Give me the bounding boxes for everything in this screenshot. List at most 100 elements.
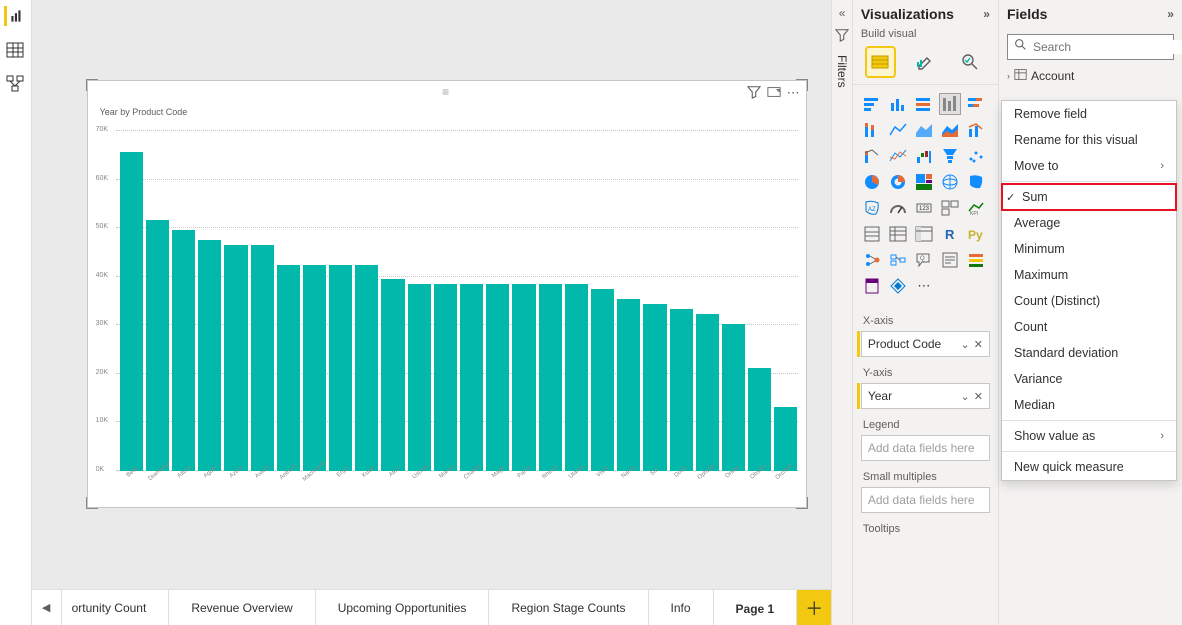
- page-tab[interactable]: Upcoming Opportunities: [316, 590, 490, 625]
- viz-type-icon[interactable]: Q: [913, 249, 935, 271]
- ctx-show-value-as[interactable]: Show value as›: [1002, 423, 1176, 449]
- ctx-average[interactable]: Average: [1002, 210, 1176, 236]
- viz-type-icon[interactable]: [913, 93, 935, 115]
- selection-handle[interactable]: [796, 497, 808, 509]
- viz-type-icon[interactable]: [965, 171, 987, 193]
- viz-type-icon[interactable]: [887, 275, 909, 297]
- chart-bar[interactable]: [696, 314, 719, 471]
- focus-mode-icon[interactable]: [767, 85, 781, 102]
- viz-type-icon[interactable]: [939, 119, 961, 141]
- viz-type-icon[interactable]: KPI: [965, 197, 987, 219]
- viz-type-icon[interactable]: Py: [965, 223, 987, 245]
- report-view-icon[interactable]: [4, 6, 24, 26]
- viz-type-icon[interactable]: [887, 223, 909, 245]
- ctx-count[interactable]: Count: [1002, 314, 1176, 340]
- chart-bar[interactable]: [303, 265, 326, 471]
- chart-bar[interactable]: [172, 230, 195, 471]
- expand-caret-icon[interactable]: ›: [1007, 71, 1010, 81]
- chart-bar[interactable]: [512, 284, 535, 471]
- ctx-remove-field[interactable]: Remove field: [1002, 101, 1176, 127]
- chart-bar[interactable]: [565, 284, 588, 471]
- viz-type-icon[interactable]: [939, 93, 961, 115]
- field-dropdown-icon[interactable]: ⌄: [961, 338, 970, 351]
- viz-type-icon[interactable]: 123: [913, 197, 935, 219]
- chart-bar[interactable]: [251, 245, 274, 471]
- field-dropdown-icon[interactable]: ⌄: [961, 390, 970, 403]
- chart-bar[interactable]: [460, 284, 483, 471]
- viz-type-icon[interactable]: [861, 93, 883, 115]
- chart-bar[interactable]: [722, 324, 745, 471]
- chart-bar[interactable]: [381, 279, 404, 471]
- viz-type-icon[interactable]: [887, 119, 909, 141]
- field-remove-icon[interactable]: ✕: [974, 338, 983, 351]
- chart-bar[interactable]: [617, 299, 640, 471]
- model-view-icon[interactable]: [5, 74, 25, 94]
- expand-filters-icon[interactable]: «: [839, 6, 846, 20]
- chart-bar[interactable]: [224, 245, 247, 471]
- add-page-button[interactable]: ＋: [797, 590, 831, 625]
- viz-type-icon[interactable]: [861, 249, 883, 271]
- field-remove-icon[interactable]: ✕: [974, 390, 983, 403]
- ctx-stddev[interactable]: Standard deviation: [1002, 340, 1176, 366]
- ctx-maximum[interactable]: Maximum: [1002, 262, 1176, 288]
- legend-field-well[interactable]: Add data fields here: [861, 435, 990, 461]
- ctx-minimum[interactable]: Minimum: [1002, 236, 1176, 262]
- chart-bar[interactable]: [591, 289, 614, 471]
- viz-type-icon[interactable]: [887, 197, 909, 219]
- collapse-viz-icon[interactable]: »: [983, 7, 990, 21]
- data-view-icon[interactable]: [5, 40, 25, 60]
- ctx-median[interactable]: Median: [1002, 392, 1176, 418]
- viz-type-icon[interactable]: R: [939, 223, 961, 245]
- chart-bar[interactable]: [670, 309, 693, 471]
- build-tab-format[interactable]: [912, 48, 939, 76]
- viz-type-icon[interactable]: [861, 119, 883, 141]
- fields-search-input[interactable]: [1033, 40, 1182, 54]
- page-tab[interactable]: Region Stage Counts: [489, 590, 648, 625]
- viz-type-icon[interactable]: [965, 93, 987, 115]
- yaxis-field-well[interactable]: Year ⌄✕: [861, 383, 990, 409]
- viz-type-icon[interactable]: [913, 119, 935, 141]
- viz-type-icon[interactable]: [861, 275, 883, 297]
- page-tab[interactable]: ortunity Count: [62, 590, 170, 625]
- small-multiples-field-well[interactable]: Add data fields here: [861, 487, 990, 513]
- ctx-new-quick-measure[interactable]: New quick measure: [1002, 454, 1176, 480]
- chart-visual[interactable]: ≡ ⋯ Year by Product Code 0K10K20K30K40K5…: [87, 80, 807, 508]
- chart-bar[interactable]: [643, 304, 666, 471]
- viz-type-icon[interactable]: [861, 145, 883, 167]
- chart-bar[interactable]: [539, 284, 562, 471]
- chart-bar[interactable]: [355, 265, 378, 471]
- ctx-sum[interactable]: Sum: [1002, 184, 1176, 210]
- viz-type-icon[interactable]: [887, 93, 909, 115]
- chart-bar[interactable]: [748, 368, 771, 471]
- page-tab[interactable]: Revenue Overview: [169, 590, 315, 625]
- build-tab-analytics[interactable]: [957, 48, 984, 76]
- chart-bar[interactable]: [486, 284, 509, 471]
- selection-handle[interactable]: [86, 79, 98, 91]
- viz-type-icon[interactable]: [965, 249, 987, 271]
- viz-type-icon[interactable]: [913, 223, 935, 245]
- more-options-icon[interactable]: ⋯: [787, 85, 800, 102]
- viz-type-icon[interactable]: [939, 171, 961, 193]
- viz-type-icon[interactable]: [861, 171, 883, 193]
- ctx-move-to[interactable]: Move to›: [1002, 153, 1176, 179]
- chart-bar[interactable]: [774, 407, 797, 471]
- chart-bar[interactable]: [408, 284, 431, 471]
- ctx-count-distinct[interactable]: Count (Distinct): [1002, 288, 1176, 314]
- viz-type-icon[interactable]: [887, 249, 909, 271]
- chart-bar[interactable]: [146, 220, 169, 471]
- viz-type-icon[interactable]: [939, 197, 961, 219]
- visual-drag-grip[interactable]: ≡: [442, 85, 451, 99]
- chart-bar[interactable]: [120, 152, 143, 471]
- viz-type-icon[interactable]: AZ: [861, 197, 883, 219]
- viz-type-icon[interactable]: [913, 145, 935, 167]
- tab-scroll-left[interactable]: ◀: [32, 590, 62, 625]
- fields-table-row[interactable]: › Account: [999, 66, 1182, 86]
- xaxis-field-well[interactable]: Product Code ⌄✕: [861, 331, 990, 357]
- chart-bar[interactable]: [329, 265, 352, 471]
- build-tab-fields[interactable]: [867, 48, 894, 76]
- selection-handle[interactable]: [86, 497, 98, 509]
- viz-type-icon[interactable]: [887, 171, 909, 193]
- collapse-fields-icon[interactable]: »: [1167, 7, 1174, 21]
- viz-type-icon[interactable]: [965, 145, 987, 167]
- viz-type-icon[interactable]: [939, 249, 961, 271]
